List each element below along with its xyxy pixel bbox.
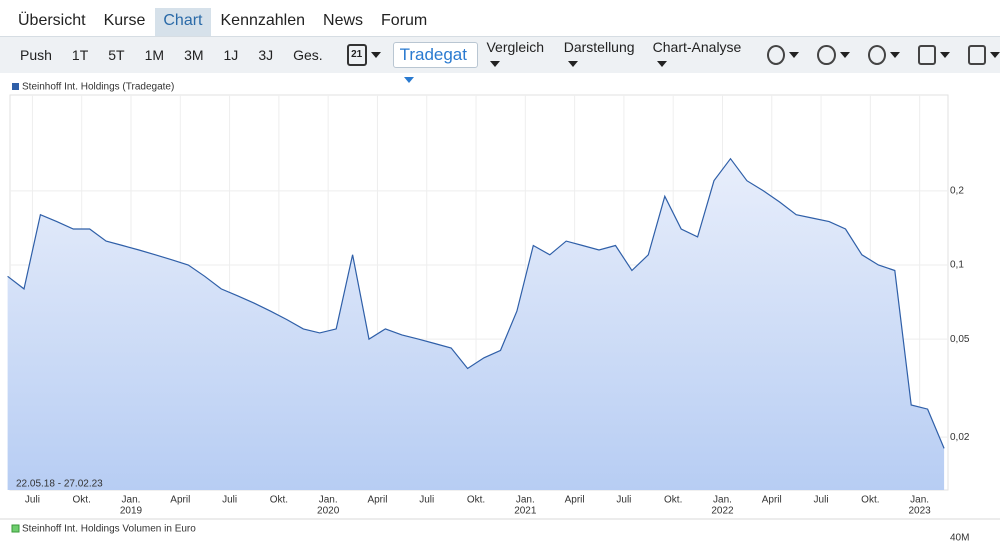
- legend-swatch: [12, 83, 19, 90]
- area: [7, 158, 945, 490]
- menu-dropdown[interactable]: Chart-Analyse: [653, 39, 744, 71]
- x-tick-label: Jan.: [713, 495, 732, 506]
- volume-title: Steinhoff Int. Holdings Volumen in Euro: [22, 524, 196, 535]
- caret: [403, 76, 414, 83]
- volume-legend-swatch: [11, 524, 20, 533]
- period-button[interactable]: 3J: [258, 47, 274, 63]
- caret: [789, 52, 800, 58]
- exchange-label: Tradegat: [399, 45, 467, 64]
- print-icon[interactable]: [917, 45, 936, 65]
- x-tick-label: Jan.: [910, 495, 929, 506]
- x-tick-label: Jan.: [516, 495, 535, 506]
- period-button[interactable]: 1T: [71, 47, 89, 63]
- period-button[interactable]: 3M: [184, 47, 204, 63]
- x-tick-label: April: [565, 495, 585, 506]
- caret: [656, 61, 667, 68]
- period-button[interactable]: 5T: [108, 47, 125, 63]
- save-icon[interactable]: [967, 45, 986, 65]
- x-tick-label: Jan.: [319, 495, 338, 506]
- x-tick-year: 2023: [909, 506, 932, 517]
- calendar-icon[interactable]: 21: [346, 44, 367, 66]
- date-range: 22.05.18 - 27.02.23: [16, 479, 103, 490]
- x-tick-year: 2022: [711, 506, 734, 517]
- y-tick-label: 0,1: [950, 260, 964, 271]
- nav-tab[interactable]: Kurse: [103, 12, 146, 29]
- menu-label: Darstellung: [563, 39, 635, 55]
- x-tick-label: Juli: [616, 495, 631, 506]
- x-tick-label: Juli: [814, 495, 829, 506]
- exchange-select[interactable]: Tradegat: [392, 42, 479, 83]
- period-button[interactable]: 1J: [223, 47, 239, 63]
- x-tick-label: Juli: [25, 495, 40, 506]
- x-tick-label: Jan.: [122, 495, 141, 506]
- x-tick-label: Okt.: [467, 495, 485, 506]
- caret: [490, 61, 501, 68]
- indicators-icon[interactable]: [817, 45, 836, 65]
- x-tick-label: Juli: [419, 495, 434, 506]
- menu-dropdown[interactable]: Darstellung: [564, 39, 639, 71]
- menu-label: Chart-Analyse: [652, 39, 742, 55]
- toolbar: Push 1T 5T 1M 3M 1J 3J Ges. 21 Tradegat Vergleich D…: [0, 36, 1000, 83]
- nav-tab[interactable]: Chart: [155, 8, 211, 36]
- period-button[interactable]: Ges.: [293, 47, 323, 63]
- nav-tab[interactable]: Kennzahlen: [220, 12, 306, 29]
- period-button[interactable]: 1M: [144, 47, 165, 63]
- legend-label: Steinhoff Int. Holdings (Tradegate): [22, 82, 174, 93]
- caret: [839, 52, 850, 58]
- x-tick-label: Okt.: [270, 495, 288, 506]
- x-tick-label: Okt.: [664, 495, 682, 506]
- period-button[interactable]: Push: [20, 47, 52, 63]
- menu-dropdown[interactable]: Vergleich: [486, 39, 549, 71]
- caret: [889, 52, 900, 58]
- x-tick-label: Okt.: [73, 495, 91, 506]
- x-tick-label: April: [367, 495, 387, 506]
- settings-icon[interactable]: [767, 45, 786, 65]
- x-tick-label: Juli: [222, 495, 237, 506]
- x-tick-year: 2021: [514, 506, 537, 517]
- y-tick-label: 0,05: [950, 334, 970, 345]
- x-tick-label: Okt.: [861, 495, 879, 506]
- caret: [567, 61, 578, 68]
- volume-tick-label: 40M: [950, 533, 969, 544]
- caret: [370, 52, 381, 58]
- menu-label: Vergleich: [486, 39, 545, 55]
- y-tick-label: 0,02: [950, 432, 970, 443]
- zoom-icon[interactable]: [867, 45, 886, 65]
- caret: [939, 52, 950, 58]
- nav-tab[interactable]: News: [323, 12, 364, 29]
- x-tick-label: April: [170, 495, 190, 506]
- x-tick-label: April: [762, 495, 782, 506]
- caret: [989, 52, 1000, 58]
- price-line: [7, 157, 945, 449]
- y-tick-label: 0,2: [950, 185, 964, 196]
- nav-tabs: Übersicht Kurse Chart Kennzahlen News Forum: [10, 8, 437, 36]
- x-tick-year: 2020: [317, 506, 340, 517]
- nav-tab[interactable]: Forum: [381, 12, 428, 29]
- x-tick-year: 2019: [120, 506, 143, 517]
- nav-tab[interactable]: Übersicht: [18, 12, 86, 29]
